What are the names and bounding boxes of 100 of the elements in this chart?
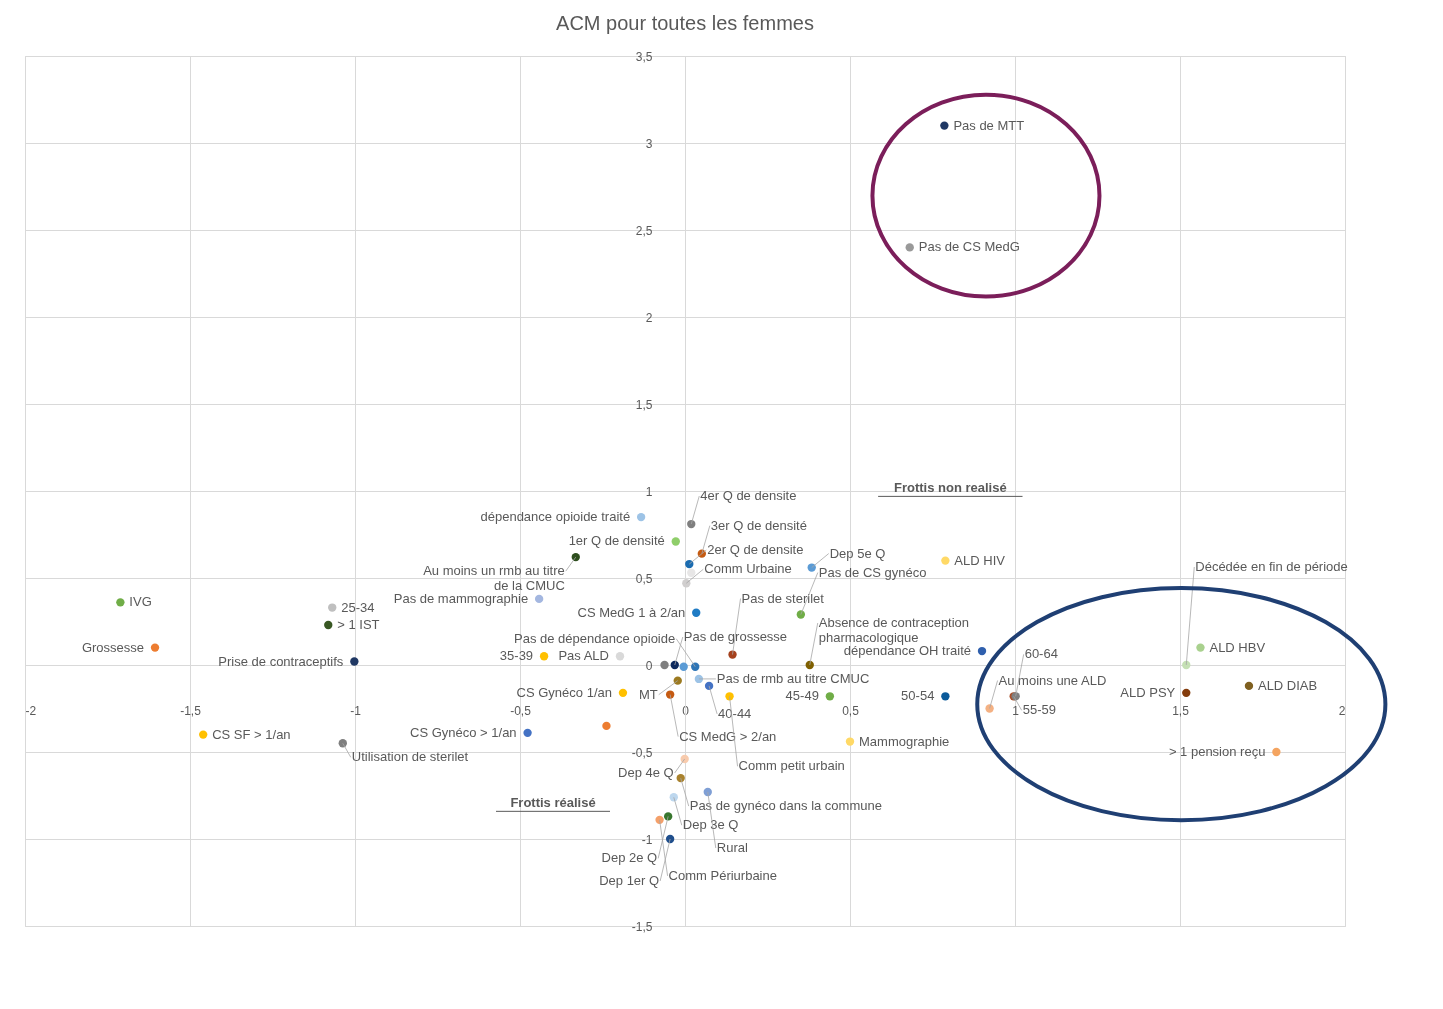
point <box>682 579 691 588</box>
annotation: Dep 4e Q <box>618 764 674 780</box>
annotation: Rural <box>716 840 748 856</box>
point <box>1244 681 1254 691</box>
point <box>636 512 646 522</box>
annotation: CS MedG 1 à 2/an <box>577 604 686 620</box>
point <box>671 537 680 546</box>
y-tick-label: -1,5 <box>631 919 653 934</box>
annotation: MT <box>638 686 658 702</box>
annotation: dépendance opioide traité <box>480 509 631 525</box>
point <box>845 737 855 746</box>
point <box>687 568 696 577</box>
annotation: Pas de MTT <box>953 117 1025 133</box>
point <box>680 754 689 764</box>
annotation: Pas de sterilet <box>741 590 825 606</box>
annotation: 60-64 <box>1024 646 1058 662</box>
annotation: ALD DIAB <box>1257 677 1318 693</box>
annotation: > 1 IST <box>337 616 380 632</box>
annotation: 1er Q de densité <box>568 533 665 549</box>
y-tick-label: -1 <box>641 832 653 847</box>
annotation: > 1 pension reçu <box>1168 744 1266 759</box>
y-tick-label: 3 <box>645 136 653 151</box>
annotation: 50-54 <box>901 688 935 704</box>
annotation: CS SF > 1/an <box>212 726 291 742</box>
point <box>941 692 950 701</box>
point <box>1182 688 1191 698</box>
x-tick-label: 2 <box>1338 703 1346 718</box>
y-tick-label: 2,5 <box>635 223 653 238</box>
annotation: 2er Q de densite <box>707 542 804 558</box>
point <box>665 690 675 699</box>
annotation: 35-39 <box>499 648 534 664</box>
annotation: Dep 5e Q <box>829 545 886 561</box>
x-tick-label: 1,5 <box>1172 703 1190 718</box>
annotation: ALD HBV <box>1209 639 1266 655</box>
annotation: CS Gynéco 1/an <box>516 684 612 700</box>
annotation: Prise de contraceptifs <box>218 653 344 669</box>
annotation: Pas de gynéco dans la commune <box>689 798 882 814</box>
point <box>618 688 628 698</box>
point <box>328 603 337 612</box>
annotation: 3er Q de densité <box>710 517 807 533</box>
point <box>534 594 544 604</box>
point <box>539 652 549 661</box>
point <box>324 620 333 630</box>
x-tick-label: -1 <box>350 703 362 718</box>
point <box>350 657 359 666</box>
point <box>977 646 987 656</box>
y-tick-label: 0 <box>645 658 653 673</box>
point <box>660 660 669 670</box>
annotation: Grossesse <box>81 639 145 655</box>
point <box>199 730 208 739</box>
annotation: Dep 1er Q <box>599 873 660 888</box>
point <box>679 662 688 671</box>
annotation: Utilisation de sterilet <box>351 749 469 765</box>
point <box>692 608 701 617</box>
y-tick-label: -0,5 <box>631 745 653 760</box>
point <box>602 721 611 731</box>
annotation: Pas de grossesse <box>683 629 788 644</box>
x-tick-label: -0,5 <box>510 703 532 718</box>
annotation: CS MedG > 2/an <box>679 728 777 744</box>
annotation: Dep 2e Q <box>601 850 658 866</box>
chart-title: ACM pour toutes les femmes <box>556 12 814 34</box>
point <box>1272 747 1281 757</box>
y-tick-label: 1 <box>645 484 653 499</box>
annotation: CS Gynéco > 1/an <box>410 724 517 740</box>
point <box>150 643 160 652</box>
point <box>116 598 125 607</box>
point <box>1182 660 1191 670</box>
annotation: Pas de rmb au titre CMUC <box>716 670 870 686</box>
point <box>905 243 914 252</box>
annotation: 4er Q de densite <box>700 488 797 504</box>
annotation: Mammographie <box>859 733 950 749</box>
x-tick-label: 0,5 <box>842 703 860 718</box>
y-tick-label: 0,5 <box>635 571 653 586</box>
annotation: dépendance OH traité <box>843 643 971 659</box>
annotation: 55-59 <box>1022 702 1056 718</box>
x-tick-label: -2 <box>25 703 37 718</box>
point <box>1196 643 1205 652</box>
point <box>523 728 532 738</box>
point <box>615 652 625 661</box>
annotation: Dep 3e Q <box>682 817 739 833</box>
y-tick-label: 3,5 <box>635 49 653 64</box>
annotation: Pas ALD <box>558 648 609 664</box>
y-tick-label: 1,5 <box>635 397 653 412</box>
annotation: Pas de CS MedG <box>918 239 1020 255</box>
annotation: IVG <box>129 594 152 610</box>
annotation: Pas de CS gynéco <box>818 564 927 580</box>
annotation: Pas de dépendance opioide <box>514 630 676 646</box>
point <box>941 556 950 565</box>
annotation: Comm petit urbain <box>738 758 845 774</box>
annotation: 40-44 <box>718 705 752 721</box>
annotation: ALD PSY <box>1120 684 1176 700</box>
y-tick-label: 2 <box>645 310 653 325</box>
annotation: Comm Périurbaine <box>668 867 777 883</box>
x-tick-label: -1,5 <box>180 703 202 718</box>
annotation: ALD HIV <box>954 552 1006 568</box>
annotation: Comm Urbaine <box>704 561 792 577</box>
x-tick-label: 1 <box>1012 703 1020 718</box>
point <box>825 692 835 701</box>
annotation: Frottis non realisé <box>893 480 1007 496</box>
point <box>940 121 949 130</box>
